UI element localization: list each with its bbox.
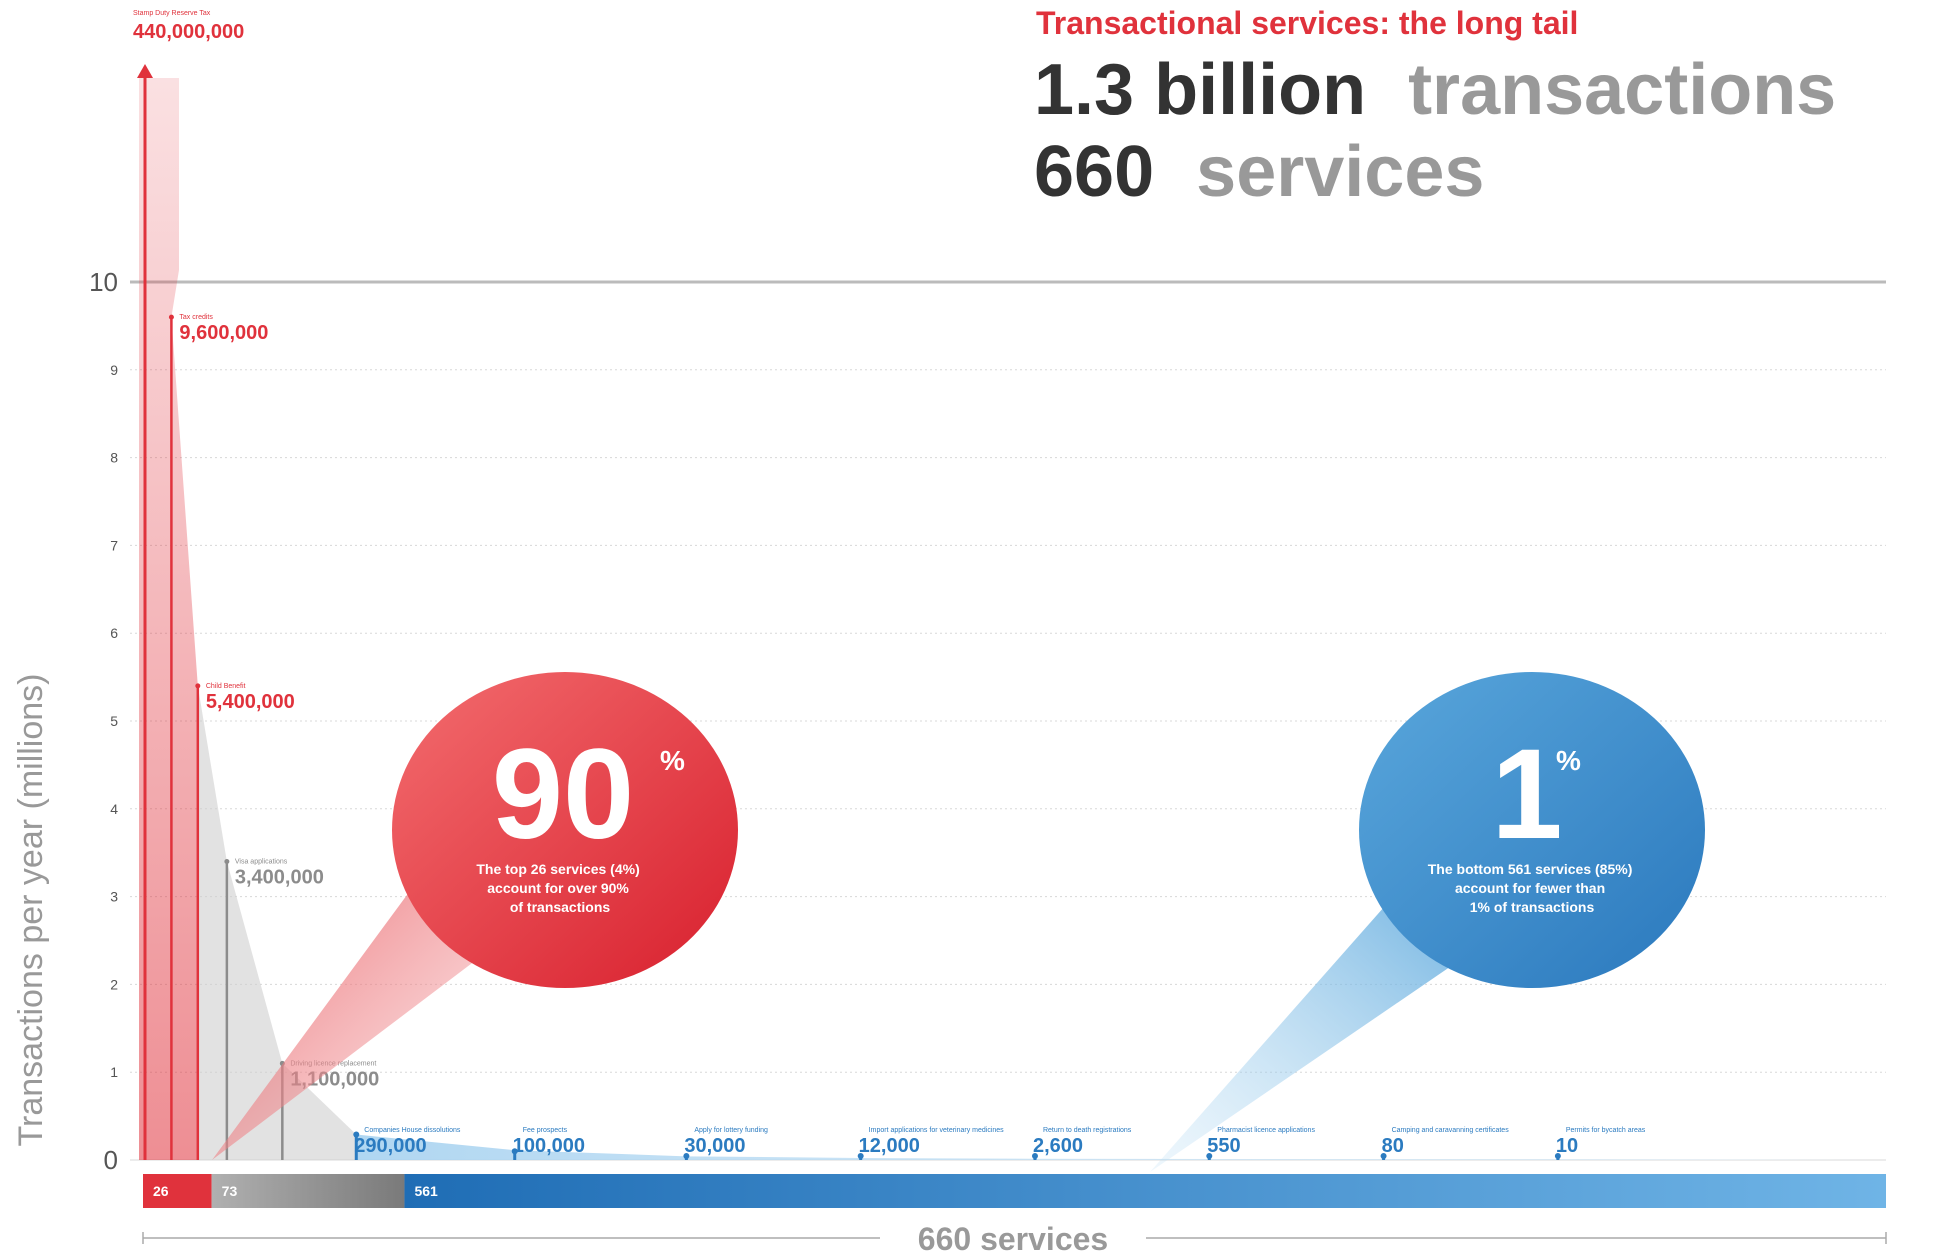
headline-transactions-number: 1.3 billion — [1034, 50, 1366, 130]
annotation-name-5: Companies House dissolutions — [364, 1127, 461, 1134]
bar-marker-7 — [683, 1153, 690, 1159]
headline-services-number: 660 — [1034, 132, 1154, 212]
bar-marker-5 — [353, 1131, 360, 1138]
headline-transactions-word: transactions — [1408, 50, 1836, 130]
annotation-value-11: 80 — [1382, 1135, 1404, 1157]
y-tick-8: 8 — [110, 450, 118, 466]
annotation-name-8: Import applications for veterinary medic… — [869, 1127, 1005, 1134]
group-label-2: 561 — [414, 1183, 438, 1199]
headline-services-word: services — [1196, 132, 1484, 212]
annotation-name-10: Pharmacist licence applications — [1217, 1127, 1315, 1134]
bar-marker-1 — [168, 314, 174, 320]
annotation-name-11: Camping and caravanning certificates — [1392, 1127, 1510, 1134]
annotation-value-12: 10 — [1556, 1135, 1578, 1157]
bottom-callout-tail — [1150, 898, 1460, 1172]
top-callout-tail — [212, 880, 492, 1160]
bottom-callout-text: The bottom 561 services (85%) account fo… — [1428, 861, 1637, 915]
bar-marker-9 — [1031, 1153, 1038, 1159]
y-tick-9: 9 — [110, 362, 118, 378]
top-callout-value: 90 — [492, 723, 634, 866]
annotation-name-7: Apply for lottery funding — [694, 1127, 768, 1134]
annotation-value-1: 9,600,000 — [179, 322, 268, 344]
bar-marker-2 — [195, 683, 201, 689]
annotation-value-7: 30,000 — [684, 1135, 745, 1157]
bottom-callout-bubble — [1359, 672, 1705, 988]
annotation-value-5: 290,000 — [354, 1135, 426, 1157]
group-segment-2 — [404, 1174, 1887, 1208]
group-segment-0 — [143, 1174, 212, 1208]
headline-services: 660 services — [1034, 132, 1484, 212]
y-tick-7: 7 — [110, 537, 118, 553]
x-axis-label: 660 services — [918, 1221, 1108, 1251]
bottom-callout-value: 1 — [1491, 723, 1562, 866]
chart-subtitle: Transactional services: the long tail — [1036, 5, 1578, 41]
top-callout-bubble — [392, 672, 738, 988]
top-callout-text: The top 26 services (4%) account for ove… — [476, 861, 643, 915]
annotation-name-6: Fee prospects — [523, 1127, 568, 1134]
annotation-name-3: Visa applications — [235, 858, 288, 865]
annotation-value-8: 12,000 — [859, 1135, 920, 1157]
bottom-callout-line-2: account for fewer than — [1455, 880, 1605, 896]
annotation-value-0: 440,000,000 — [133, 21, 244, 43]
bottom-callout-line-3: 1% of transactions — [1470, 899, 1595, 915]
top-callout-unit: % — [660, 745, 685, 776]
headline-transactions: 1.3 billion transactions — [1034, 50, 1836, 130]
y-tick-1: 1 — [110, 1064, 118, 1080]
y-tick-6: 6 — [110, 625, 118, 641]
annotation-name-2: Child Benefit — [206, 683, 246, 690]
annotation-name-1: Tax credits — [179, 314, 213, 321]
bar-marker-3 — [224, 858, 230, 864]
y-tick-5: 5 — [110, 713, 118, 729]
group-label-0: 26 — [153, 1183, 169, 1199]
annotation-value-2: 5,400,000 — [206, 691, 295, 713]
annotation-value-3: 3,400,000 — [235, 866, 324, 888]
annotation-value-10: 550 — [1207, 1135, 1240, 1157]
top-callout-line-1: The top 26 services (4%) — [476, 861, 639, 877]
top-callout-line-3: of transactions — [510, 899, 611, 915]
red-area — [139, 78, 198, 1160]
service-group-bar: 26 73 561 — [143, 1174, 1887, 1208]
group-label-1: 73 — [222, 1183, 238, 1199]
bar-marker-12 — [1554, 1153, 1561, 1159]
x-axis-span: 660 services — [142, 1221, 1887, 1251]
y-tick-4: 4 — [110, 801, 118, 817]
y-tick-0: 0 — [104, 1145, 118, 1175]
y-tick-labels: 0 1 2 3 4 5 6 7 8 9 10 — [89, 267, 118, 1175]
bar-marker-8 — [857, 1153, 864, 1159]
distribution-areas — [139, 78, 1887, 1160]
bar-arrowhead-0 — [137, 64, 153, 78]
grey-area — [197, 685, 357, 1160]
bar-marker-10 — [1206, 1153, 1213, 1159]
y-axis-label: Transactions per year (millions) — [12, 674, 50, 1147]
annotation-value-6: 100,000 — [513, 1135, 585, 1157]
top-callout-line-2: account for over 90% — [487, 880, 629, 896]
group-segment-1 — [211, 1174, 405, 1208]
bar-marker-11 — [1380, 1153, 1387, 1159]
annotation-name-0: Stamp Duty Reserve Tax — [133, 10, 211, 17]
annotation-value-9: 2,600 — [1033, 1135, 1083, 1157]
annotation-name-9: Return to death registrations — [1043, 1127, 1132, 1134]
blue-area — [356, 1134, 1887, 1160]
bar-marker-6 — [511, 1148, 518, 1155]
y-tick-2: 2 — [110, 976, 118, 992]
y-tick-3: 3 — [110, 889, 118, 905]
annotation-name-12: Permits for bycatch areas — [1566, 1127, 1646, 1134]
bottom-callout-unit: % — [1556, 745, 1581, 776]
bottom-callout-line-1: The bottom 561 services (85%) — [1428, 861, 1633, 877]
y-tick-10: 10 — [89, 267, 118, 297]
annotated-bars — [137, 64, 1561, 1160]
